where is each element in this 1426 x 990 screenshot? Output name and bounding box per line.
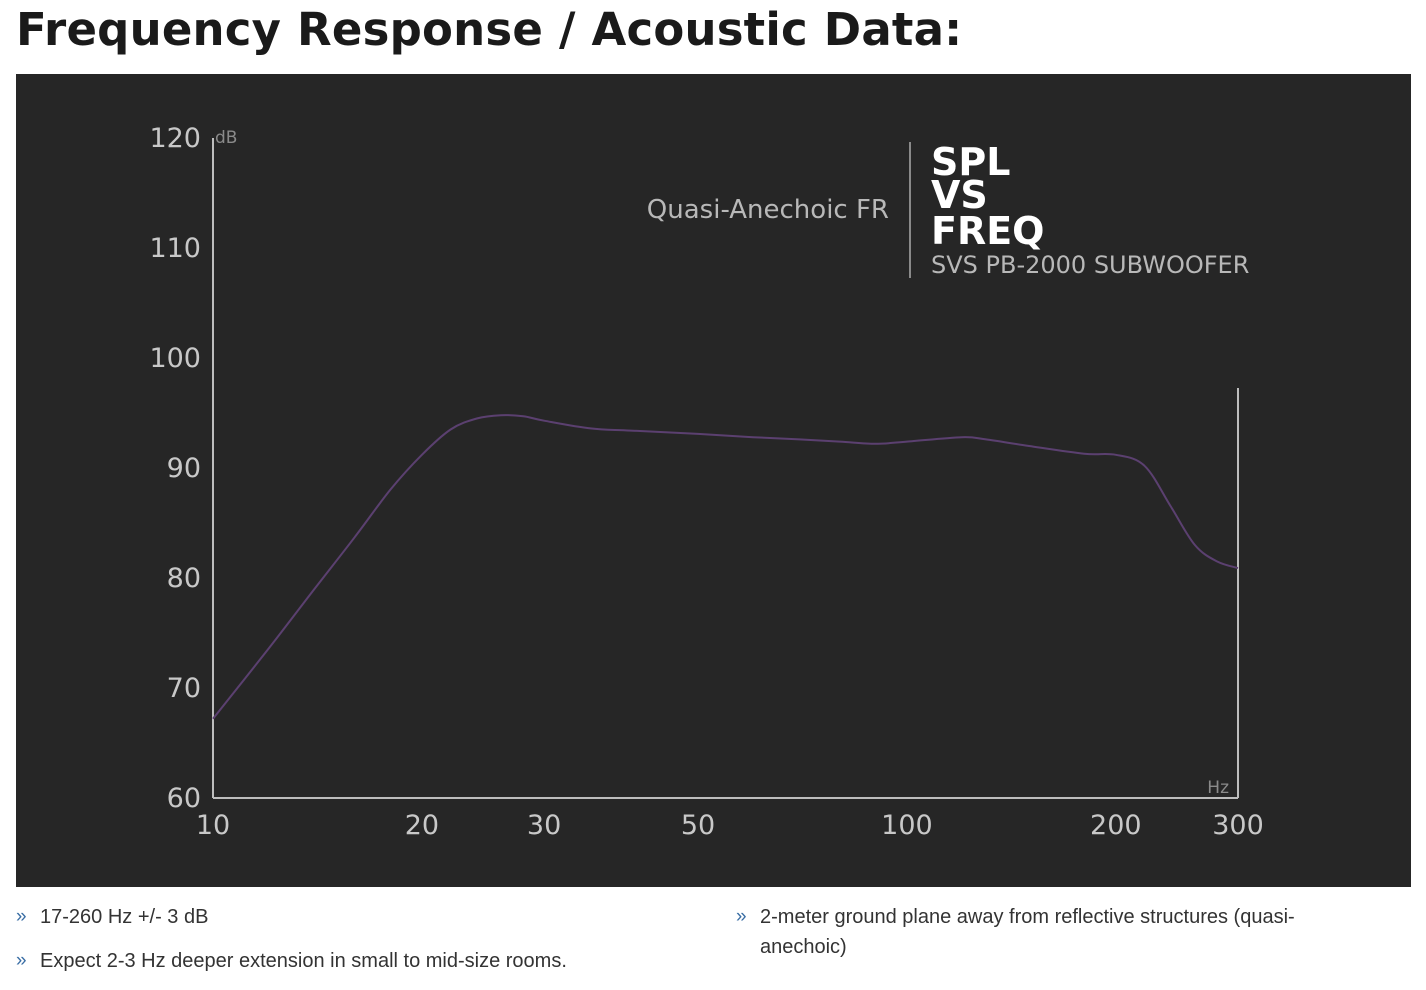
frequency-response-chart: 60 70 80 90 100 110 120 10 20 30 50 100 200 300 dB Hz… bbox=[16, 74, 1411, 887]
bullet-icon: » bbox=[736, 906, 747, 927]
y-tick-label: 120 bbox=[149, 123, 201, 154]
x-tick-label: 20 bbox=[405, 810, 439, 841]
x-tick-label: 200 bbox=[1090, 810, 1142, 841]
y-tick-label: 90 bbox=[167, 453, 201, 484]
chart-heading-line-2: VS bbox=[931, 173, 988, 217]
chart-heading-line-1: SPL bbox=[931, 140, 1010, 184]
x-tick-label: 50 bbox=[681, 810, 715, 841]
chart-heading-line-3: FREQ bbox=[931, 209, 1044, 253]
notes-left-column: » 17-260 Hz +/- 3 dB » Expect 2-3 Hz dee… bbox=[16, 902, 706, 990]
series bbox=[212, 414, 1239, 720]
note-text: 17-260 Hz +/- 3 dB bbox=[40, 906, 209, 928]
x-unit-label: Hz bbox=[1207, 778, 1229, 798]
note-item: » Expect 2-3 Hz deeper extension in smal… bbox=[16, 946, 706, 976]
y-tick-label: 80 bbox=[167, 563, 201, 594]
chart-canvas: 60 70 80 90 100 110 120 10 20 30 50 100 200 300 dB Hz… bbox=[149, 123, 1263, 841]
bullet-icon: » bbox=[16, 906, 27, 927]
frequency-response-curve bbox=[212, 414, 1239, 720]
x-tick-label: 100 bbox=[881, 810, 933, 841]
x-tick-label: 10 bbox=[196, 810, 230, 841]
note-item: » 17-260 Hz +/- 3 dB bbox=[16, 902, 706, 932]
chart-subtitle: Quasi-Anechoic FR bbox=[647, 195, 889, 225]
page-title: Frequency Response / Acoustic Data: bbox=[16, 3, 963, 56]
tick-labels: 60 70 80 90 100 110 120 10 20 30 50 100 200 300 bbox=[149, 123, 1263, 841]
notes-right-column: » 2-meter ground plane away from reflect… bbox=[736, 902, 1376, 976]
bullet-icon: » bbox=[16, 950, 27, 971]
y-unit-label: dB bbox=[215, 128, 237, 148]
note-text: Expect 2-3 Hz deeper extension in small … bbox=[40, 950, 567, 972]
y-tick-label: 70 bbox=[167, 673, 201, 704]
y-tick-label: 100 bbox=[149, 343, 201, 374]
axes bbox=[212, 138, 1239, 799]
x-tick-label: 300 bbox=[1212, 810, 1264, 841]
chart-product-name: SVS PB-2000 SUBWOOFER bbox=[931, 251, 1249, 279]
y-tick-label: 110 bbox=[149, 233, 201, 264]
note-item: » 2-meter ground plane away from reflect… bbox=[736, 902, 1376, 962]
note-text: 2-meter ground plane away from reflectiv… bbox=[760, 906, 1295, 958]
x-tick-label: 30 bbox=[527, 810, 561, 841]
y-tick-label: 60 bbox=[167, 783, 201, 814]
